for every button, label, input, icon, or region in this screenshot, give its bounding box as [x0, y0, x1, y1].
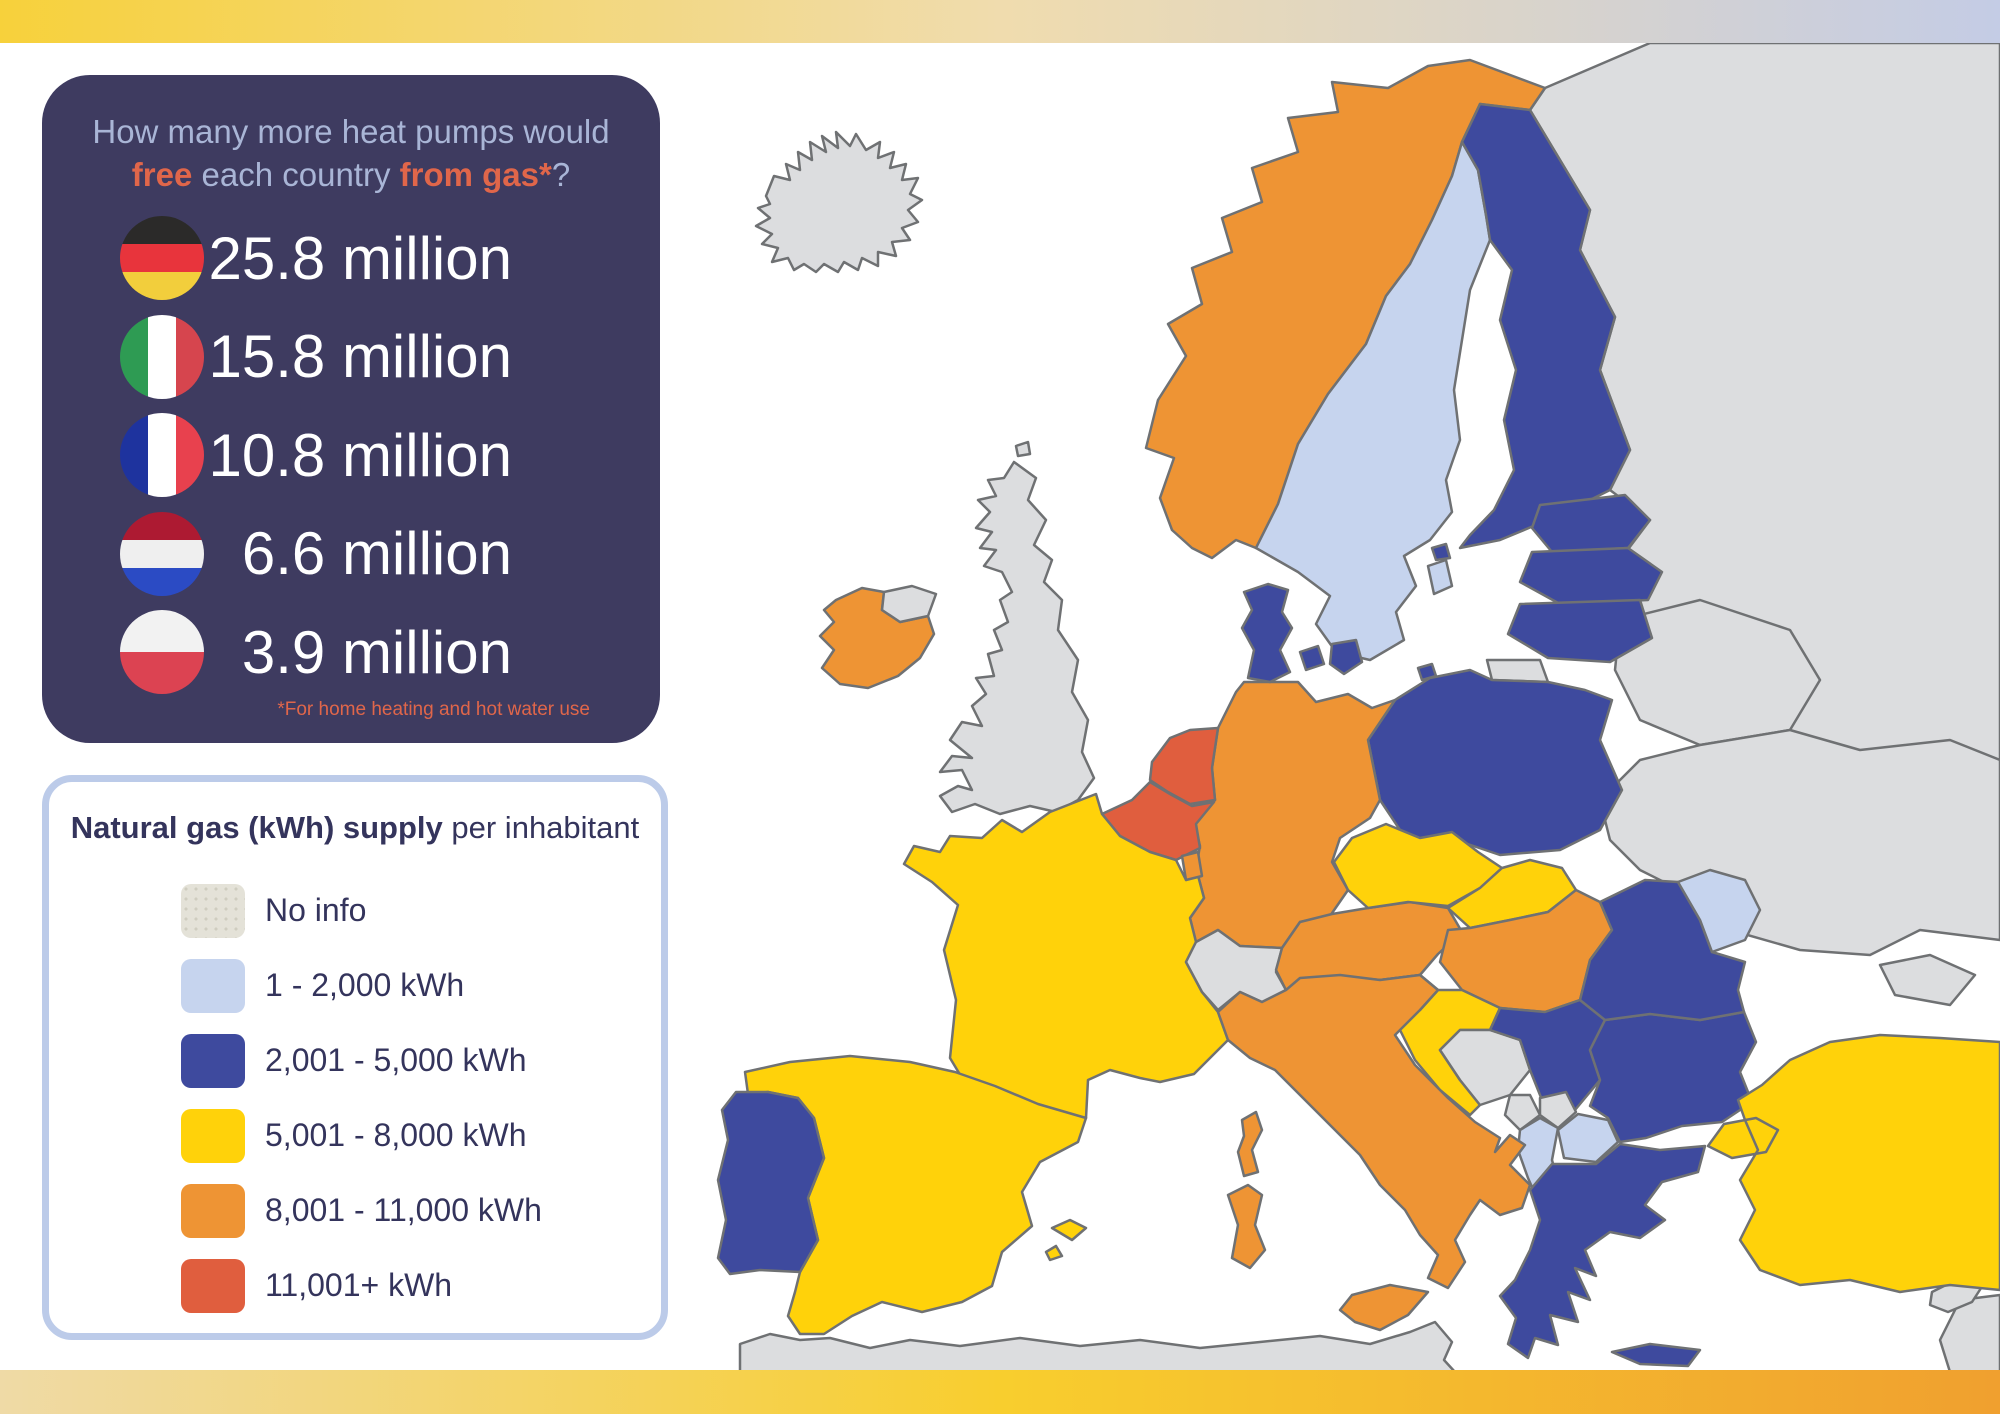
country-kosovo — [1538, 1090, 1578, 1130]
heat-pump-title-line2: free each country from gas*? — [42, 154, 660, 197]
legend-label: 5,001 - 8,000 kWh — [265, 1117, 527, 1153]
italy-flag-icon — [120, 314, 204, 399]
legend-swatch-band3 — [181, 1108, 245, 1163]
heat-pump-row: 6.6 million — [120, 505, 596, 604]
legend-swatch-band5 — [181, 1258, 245, 1313]
legend-item: 1 - 2,000 kWh — [181, 948, 641, 1023]
legend-title-regular: per inhabitant — [442, 810, 640, 845]
heat-pump-row: 3.9 million — [120, 603, 596, 702]
netherlands-flag-icon — [120, 511, 204, 596]
country-latvia — [1518, 546, 1664, 606]
legend-label: 2,001 - 5,000 kWh — [265, 1042, 527, 1078]
legend-label: 11,001+ kWh — [265, 1267, 453, 1303]
legend-item: 2,001 - 5,000 kWh — [181, 1023, 641, 1098]
country-montenegro — [1503, 1093, 1542, 1132]
country-turkey — [1706, 1033, 2000, 1294]
heat-pump-row: 15.8 million — [120, 308, 596, 407]
legend-swatch-band1 — [181, 958, 245, 1013]
country-portugal — [716, 1090, 826, 1276]
country-uk — [938, 440, 1096, 816]
poland-flag-icon — [120, 610, 204, 695]
germany-flag-icon — [120, 216, 204, 301]
heat-pump-value: 6.6 million — [241, 520, 512, 588]
legend-label: 8,001 - 11,000 kWh — [265, 1192, 542, 1228]
heat-pump-rows: 25.8 million 15.8 million 10.8 million 6.6 … — [120, 209, 596, 702]
top-gradient-bar — [0, 0, 2000, 43]
heat-pump-row: 25.8 million — [120, 209, 596, 308]
legend-items: No info 1 - 2,000 kWh 2,001 - 5,000 kWh 5,0… — [181, 873, 641, 1323]
legend-title: Natural gas (kWh) supply per inhabitant — [49, 810, 661, 846]
country-moldova — [1676, 868, 1762, 954]
country-greece — [1498, 1142, 1707, 1368]
heat-pump-value: 10.8 million — [208, 421, 513, 489]
country-corsica — [1236, 1110, 1264, 1178]
country-iceland — [754, 130, 924, 274]
legend-swatch-no_info — [181, 883, 245, 938]
legend-item: 11,001+ kWh — [181, 1248, 641, 1323]
france-flag-icon — [120, 413, 204, 498]
legend-item: 8,001 - 11,000 kWh — [181, 1173, 641, 1248]
heat-pump-panel: How many more heat pumps would free each… — [42, 75, 660, 743]
country-estonia — [1530, 493, 1652, 554]
country-finland — [1430, 102, 1632, 562]
country-serbia — [1488, 998, 1607, 1122]
heat-pump-value: 25.8 million — [208, 224, 513, 292]
legend-swatch-band2 — [181, 1033, 245, 1088]
heat-pump-value: 3.9 million — [241, 618, 512, 686]
legend-item: No info — [181, 873, 641, 948]
country-denmark — [1240, 582, 1438, 684]
legend-label: 1 - 2,000 kWh — [265, 967, 465, 1003]
country-poland — [1366, 668, 1624, 857]
title-text: How many more heat pumps would — [92, 113, 610, 150]
legend-title-bold: Natural gas (kWh) supply — [70, 810, 443, 845]
heat-pump-footnote: *For home heating and hot water use — [277, 699, 590, 720]
country-kaliningrad — [1485, 658, 1550, 684]
country-north_macedonia — [1556, 1112, 1620, 1164]
country-luxembourg — [1180, 850, 1204, 882]
country-italy — [1216, 973, 1532, 1332]
legend-item: 5,001 - 8,000 kWh — [181, 1098, 641, 1173]
legend-panel: Natural gas (kWh) supply per inhabitant … — [42, 775, 668, 1340]
bottom-gradient-bar — [0, 1370, 2000, 1414]
legend-swatch-band4 — [181, 1183, 245, 1238]
title-text: ? — [551, 155, 571, 193]
title-accent-text: from gas* — [399, 155, 552, 193]
title-accent-text: free — [131, 155, 193, 193]
heat-pump-title: How many more heat pumps would free each… — [42, 75, 660, 197]
country-northern_ireland — [880, 584, 938, 624]
country-lithuania — [1506, 598, 1654, 664]
title-text: each country — [192, 155, 400, 193]
heat-pump-row: 10.8 million — [120, 406, 596, 505]
legend-label: No info — [265, 892, 367, 928]
heat-pump-title-line1: How many more heat pumps would — [42, 111, 660, 154]
country-ukraine — [1598, 728, 2000, 1007]
country-sweden — [1254, 140, 1492, 662]
heat-pump-value: 15.8 million — [208, 323, 513, 391]
